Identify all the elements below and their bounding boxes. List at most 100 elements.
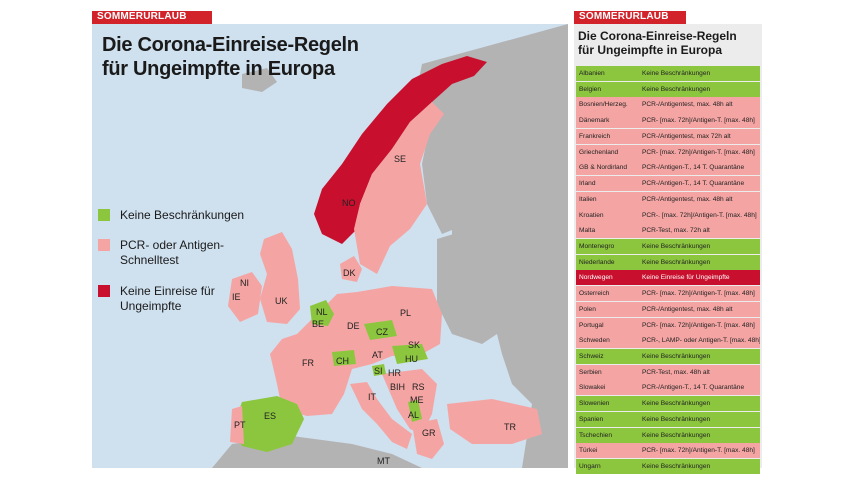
europe-map: NO SE DK IE NI UK NL BE DE PL CZ SK FR C… — [92, 24, 568, 468]
map-title-line-2: für Ungeimpfte in Europa — [102, 58, 335, 80]
row-country: GB & Nordirland — [579, 164, 628, 172]
country-portugal — [230, 406, 244, 444]
svg-text:FR: FR — [302, 358, 314, 368]
country-italy — [350, 382, 412, 449]
row-rule: Keine Beschränkungen — [642, 431, 711, 439]
legend-swatch-green — [98, 209, 110, 221]
svg-text:NO: NO — [342, 198, 356, 208]
table-row: Österreich PCR- [max. 72h]/Antigen-T. [ma… — [576, 286, 760, 302]
row-country: Albanien — [579, 70, 605, 78]
svg-text:NL: NL — [316, 307, 328, 317]
row-rule: PCR- [max. 72h]/Antigen-T. [max. 48h] — [642, 148, 755, 156]
svg-text:HU: HU — [405, 354, 418, 364]
row-country: Schweiz — [579, 352, 604, 360]
row-country: Spanien — [579, 415, 604, 423]
row-rule: Keine Beschränkungen — [642, 463, 711, 471]
svg-text:PT: PT — [234, 420, 246, 430]
legend-label: Ungeimpfte — [120, 299, 182, 313]
table-row: Frankreich PCR-/Antigentest, max 72h alt — [576, 128, 760, 144]
legend-test-required: PCR- oder Antigen- Schnelltest — [98, 238, 224, 268]
row-country: Nordwegen — [579, 274, 613, 282]
row-rule: Keine Beschränkungen — [642, 85, 711, 93]
country-czechia — [364, 320, 397, 340]
country-benelux — [310, 300, 334, 326]
svg-text:RS: RS — [412, 382, 425, 392]
table-row: Niederlande Keine Beschränkungen — [576, 254, 760, 270]
row-rule: PCR-Test, max. 48h alt — [642, 368, 710, 376]
svg-text:IT: IT — [368, 392, 377, 402]
row-country: Schweden — [579, 337, 610, 345]
row-rule: PCR-/Antigentest, max 72h alt — [642, 132, 731, 140]
svg-text:IE: IE — [232, 292, 241, 302]
table-row: Griechenland PCR- [max. 72h]/Antigen-T. [… — [576, 144, 760, 160]
row-rule: Keine Einreise für Ungeimpfte — [642, 274, 730, 282]
legend-no-entry: Keine Einreise für Ungeimpfte — [98, 284, 215, 314]
row-country: Slowenien — [579, 400, 610, 408]
table-row: Malta PCR-Test, max. 72h alt — [576, 223, 760, 239]
row-country: Montenegro — [579, 242, 615, 250]
country-turkey — [447, 399, 542, 444]
country-norway — [314, 56, 487, 244]
svg-text:BIH: BIH — [390, 382, 405, 392]
svg-text:SK: SK — [408, 340, 420, 350]
row-rule: Keine Beschränkungen — [642, 70, 711, 78]
table-row: GB & Nordirland PCR-/Antigen-T., 14 T. Qu… — [576, 160, 760, 176]
table-row: Belgien Keine Beschränkungen — [576, 81, 760, 97]
row-rule: PCR-/Antigen-T., 14 T. Quarantäne — [642, 384, 745, 392]
map-title-line-1: Die Corona-Einreise-Regeln — [102, 34, 359, 56]
svg-text:NI: NI — [240, 278, 249, 288]
row-country: Portugal — [579, 321, 604, 329]
row-rule: Keine Beschränkungen — [642, 400, 711, 408]
row-country: Ungarn — [579, 463, 601, 471]
country-labels: NO SE DK IE NI UK NL BE DE PL CZ SK FR C… — [232, 154, 516, 466]
land-iceland — [242, 68, 277, 92]
row-country: Bosnien/Herzeg. — [579, 101, 628, 109]
svg-text:SI: SI — [374, 366, 383, 376]
row-country: Griechenland — [579, 148, 619, 156]
row-rule: Keine Beschränkungen — [642, 352, 711, 360]
svg-text:SE: SE — [394, 154, 406, 164]
table-row: Kroatien PCR-. [max. 72h]/Antigen-T. [max… — [576, 207, 760, 223]
row-country: Polen — [579, 305, 596, 313]
svg-text:PL: PL — [400, 308, 411, 318]
country-balkans — [382, 369, 437, 434]
row-rule: PCR- [max. 72h]/Antigen-T. [max. 48h] — [642, 290, 755, 298]
land-baltics-ukraine — [437, 224, 512, 344]
row-country: Italien — [579, 195, 597, 203]
row-rule: Keine Beschränkungen — [642, 258, 711, 266]
row-rule: Keine Beschränkungen — [642, 415, 711, 423]
svg-text:AL: AL — [408, 410, 419, 420]
table-row: Tschechien Keine Beschränkungen — [576, 427, 760, 443]
row-rule: PCR-/Antigen-T., 14 T. Quarantäne — [642, 180, 745, 188]
country-greece — [412, 419, 444, 459]
rules-table: Albanien Keine Beschränkungen Belgien Keine… — [576, 66, 760, 475]
row-country: Belgien — [579, 85, 601, 93]
svg-text:GR: GR — [422, 428, 436, 438]
row-country: Frankreich — [579, 132, 611, 140]
table-title-line-2: für Ungeimpfte in Europa — [578, 43, 722, 57]
legend-swatch-red — [98, 285, 110, 297]
legend-label: PCR- oder Antigen- — [120, 238, 225, 252]
row-rule: PCR- [max. 72h]/Antigen-T. [max. 48h] — [642, 321, 755, 329]
svg-text:TR: TR — [504, 422, 516, 432]
row-rule: PCR-Test, max. 72h alt — [642, 227, 710, 235]
row-country: Irland — [579, 180, 596, 188]
table-row: Nordwegen Keine Einreise für Ungeimpfte — [576, 270, 760, 286]
table-row: Schweiz Keine Beschränkungen — [576, 348, 760, 365]
country-spain — [232, 396, 304, 452]
row-rule: PCR-, LAMP- oder Antigen-T. [max. 48h] — [642, 337, 760, 345]
legend-label: Schnelltest — [120, 253, 179, 267]
table-row: Serbien PCR-Test, max. 48h alt — [576, 364, 760, 380]
legend-no-restrictions: Keine Beschränkungen — [98, 208, 244, 223]
country-hungary — [392, 344, 428, 364]
svg-text:HR: HR — [388, 368, 401, 378]
svg-text:ME: ME — [410, 395, 424, 405]
row-country: Malta — [579, 227, 596, 235]
country-ireland — [228, 272, 262, 322]
svg-text:DE: DE — [347, 321, 360, 331]
svg-text:AT: AT — [372, 350, 383, 360]
table-row: Irland PCR-/Antigen-T., 14 T. Quarantäne — [576, 176, 760, 192]
table-row: Slowenien Keine Beschränkungen — [576, 396, 760, 412]
row-rule: PCR-/Antigentest, max. 48h alt — [642, 195, 733, 203]
table-row: Dänemark PCR- [max. 72h]/Antigen-T. [max.… — [576, 113, 760, 129]
